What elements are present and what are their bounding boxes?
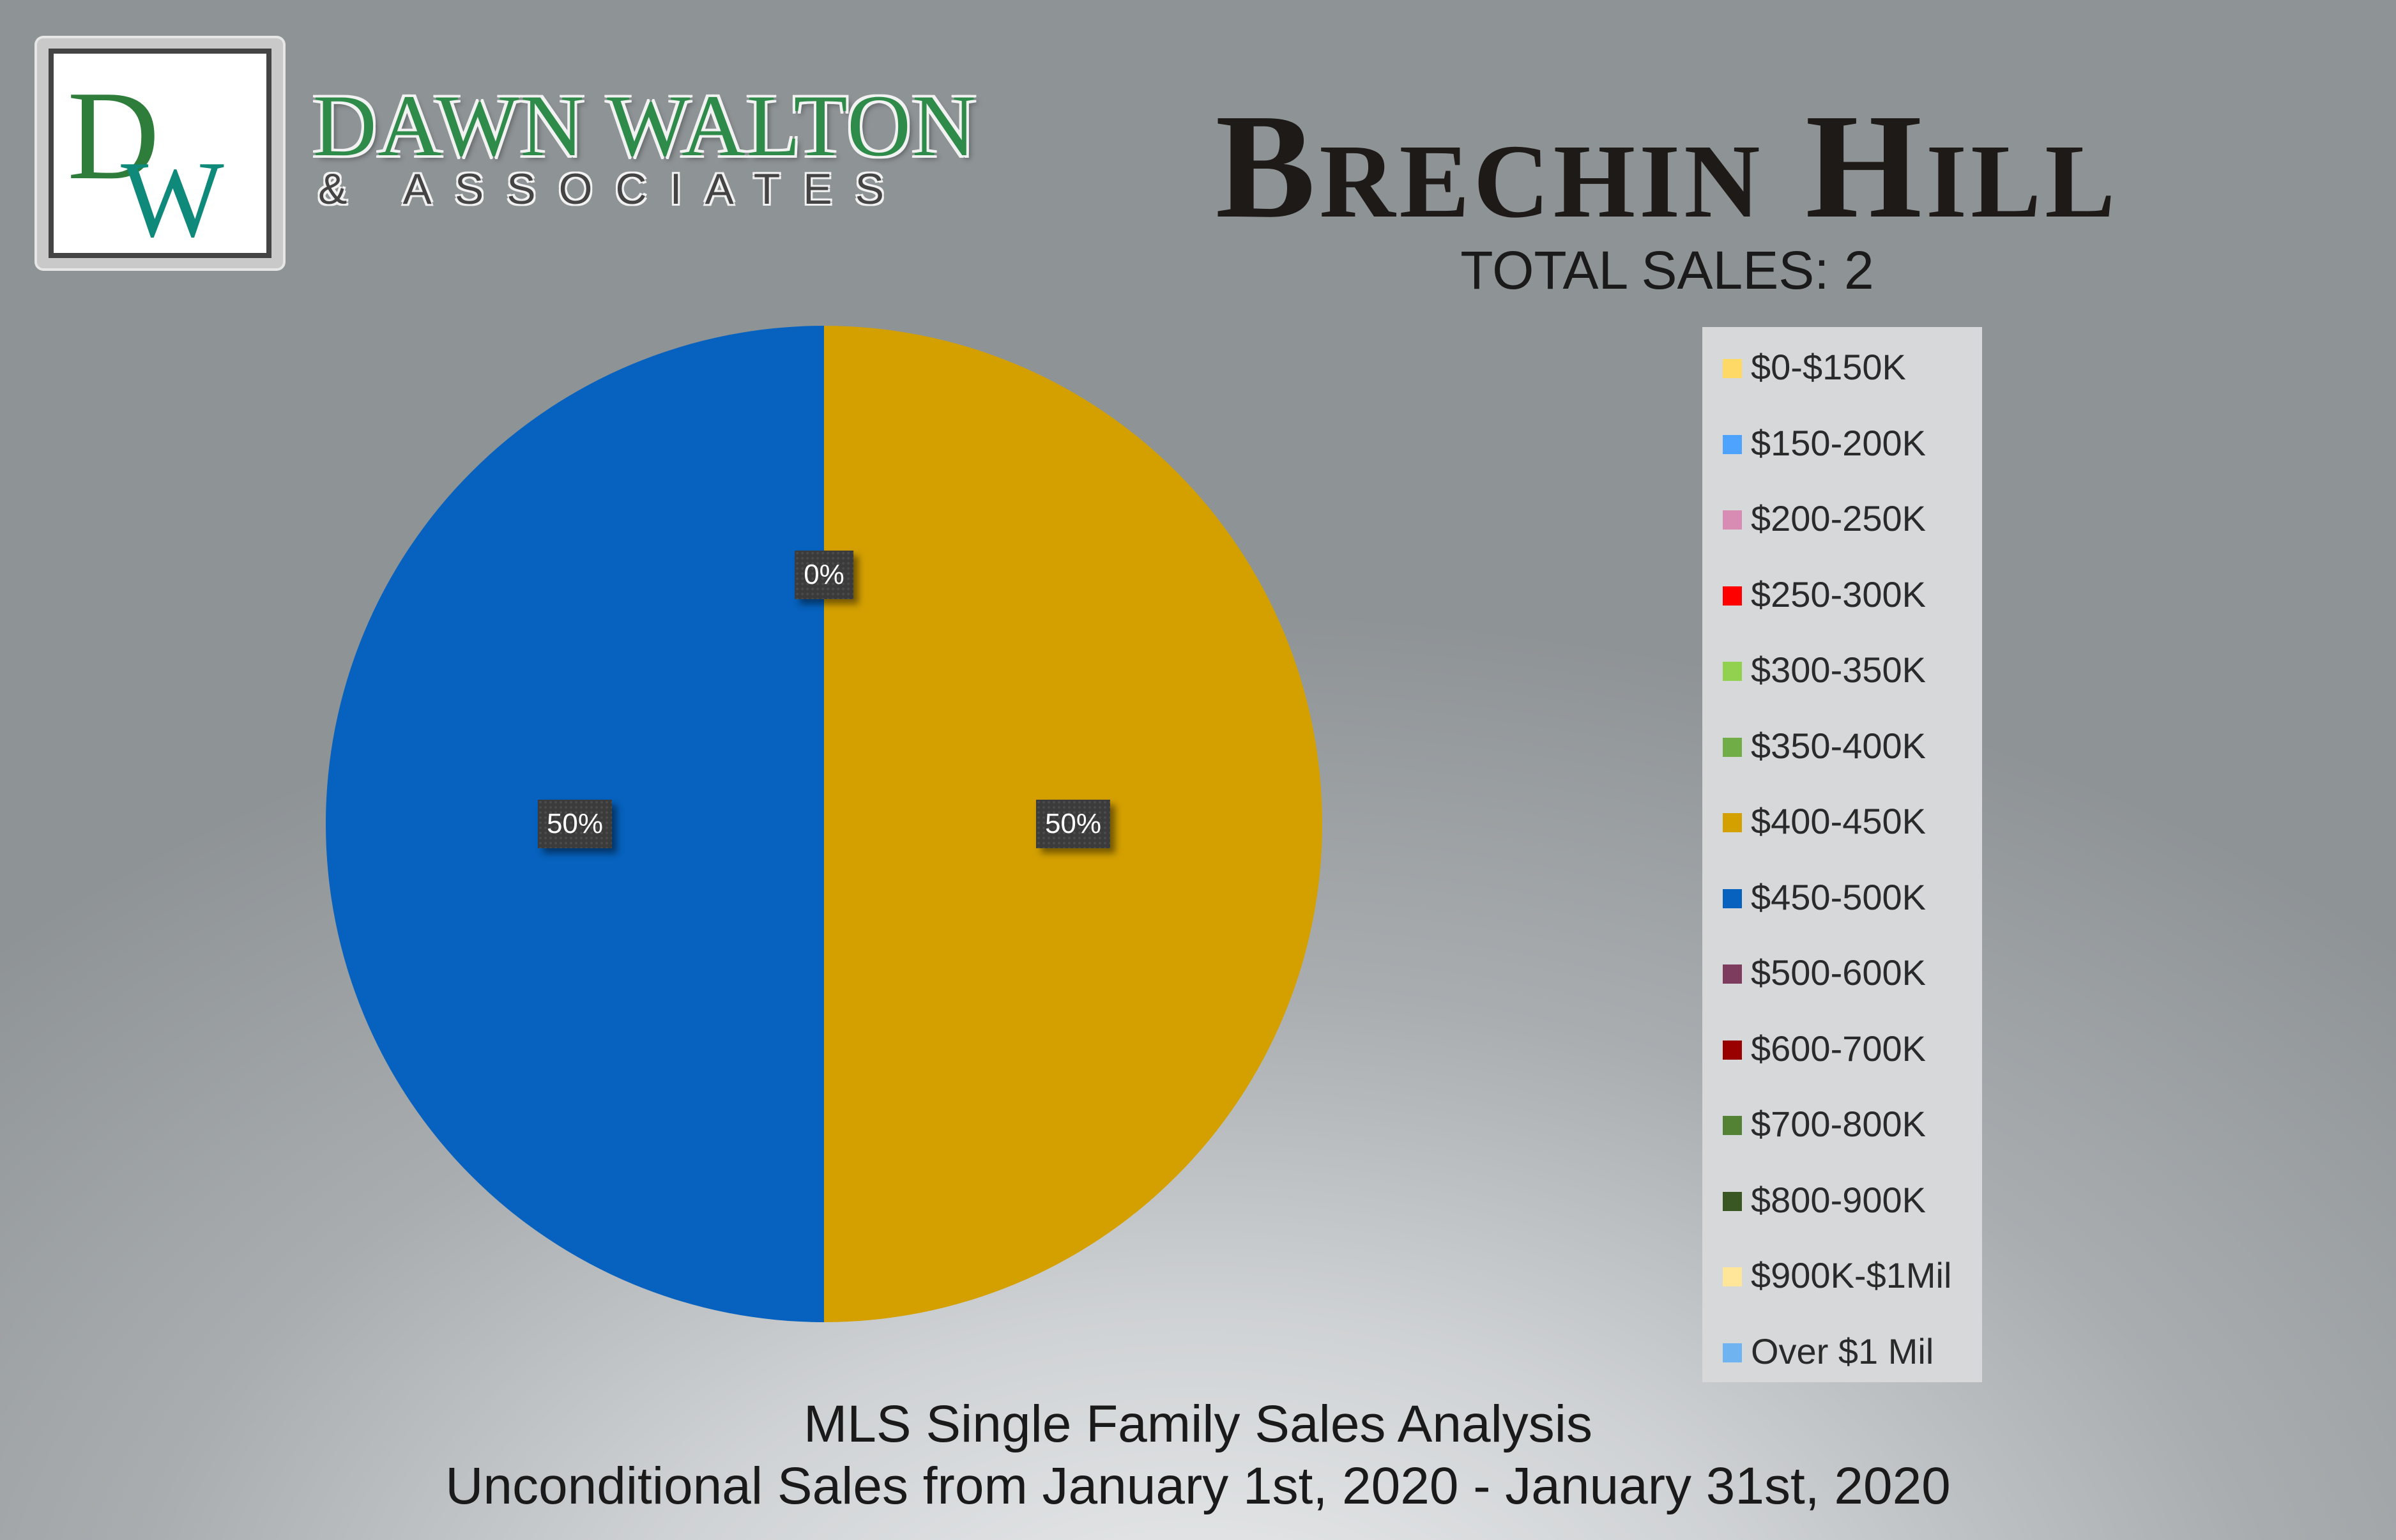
legend-swatch [1723,662,1742,681]
legend-swatch [1723,813,1742,832]
legend-label: $250-300K [1751,574,1927,614]
page-title: Brechin Hill [1215,83,2119,249]
legend-label: $500-600K [1751,952,1927,993]
brand-name: DAWN WALTON [313,77,977,174]
legend-item: $400-450K [1702,800,1982,876]
logo-inner: D W [49,49,271,258]
svg-text:D: D [67,65,159,206]
legend-label: $900K-$1Mil [1751,1255,1952,1295]
legend-swatch [1723,1191,1742,1211]
data-label-2: 50% [537,800,613,848]
legend-swatch [1723,737,1742,757]
legend-label: Over $1 Mil [1751,1330,1934,1371]
legend-item: $800-900K [1702,1179,1982,1255]
logo-frame: D W [37,38,283,268]
legend-label: $450-500K [1751,876,1927,917]
legend-item: Over $1 Mil [1702,1330,1982,1407]
legend-label: $0-$150K [1751,347,1906,387]
legend-item: $150-200K [1702,422,1982,498]
legend-item: $200-250K [1702,498,1982,574]
brand-subtitle: & ASSOCIATES [318,165,908,213]
legend-item: $350-400K [1702,725,1982,801]
data-label-0: 0% [795,551,853,599]
legend-label: $800-900K [1751,1179,1927,1220]
legend-swatch [1723,888,1742,908]
legend-swatch [1723,964,1742,984]
total-sales: TOTAL SALES: 2 [1460,240,1874,300]
legend-label: $350-400K [1751,725,1927,766]
footer-date-range: Unconditional Sales from January 1st, 20… [445,1457,1951,1515]
legend-item: $250-300K [1702,574,1982,650]
legend-swatch [1723,1343,1742,1362]
legend-item: $450-500K [1702,876,1982,952]
legend-label: $200-250K [1751,498,1927,538]
legend-label: $400-450K [1751,801,1927,841]
legend-label: $150-200K [1751,422,1927,463]
legend-item: $0-$150K [1702,346,1982,422]
legend-label: $600-700K [1751,1028,1927,1069]
svg-text:W: W [121,139,224,253]
legend-item: $300-350K [1702,649,1982,725]
footer-title: MLS Single Family Sales Analysis [803,1395,1593,1453]
legend-swatch [1723,434,1742,454]
legend-item: $600-700K [1702,1028,1982,1104]
legend-label: $300-350K [1751,650,1927,690]
legend-swatch [1723,359,1742,378]
legend: $0-$150K $150-200K $200-250K $250-300K $300-… [1702,327,1982,1382]
legend-swatch [1723,1040,1742,1060]
pie-chart [326,326,1322,1322]
legend-label: $700-800K [1751,1104,1927,1144]
legend-swatch [1723,510,1742,530]
data-label-1: 50% [1035,800,1111,848]
dw-monogram-logo-icon: D W [67,65,224,253]
legend-swatch [1723,1267,1742,1286]
legend-item: $500-600K [1702,952,1982,1028]
legend-swatch [1723,1116,1742,1135]
legend-item: $900K-$1Mil [1702,1254,1982,1330]
legend-swatch [1723,586,1742,606]
legend-item: $700-800K [1702,1103,1982,1179]
